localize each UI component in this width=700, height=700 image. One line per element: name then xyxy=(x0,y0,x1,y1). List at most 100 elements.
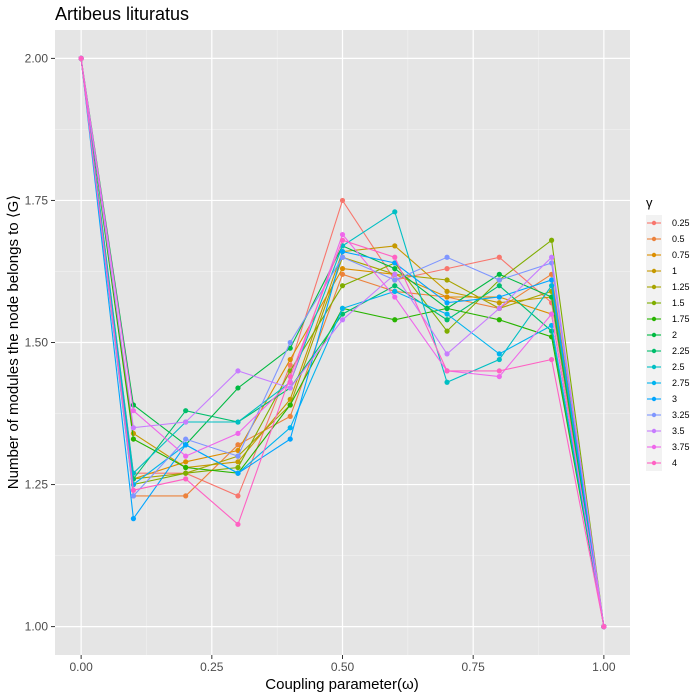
y-tick-label: 1.00 xyxy=(25,620,49,634)
legend-item: 3.75 xyxy=(646,439,690,455)
data-point xyxy=(392,260,398,266)
legend-key-point xyxy=(651,364,657,370)
legend-key-point xyxy=(651,332,657,338)
data-point xyxy=(183,419,189,425)
data-point xyxy=(235,464,241,471)
y-tick-label: 1.25 xyxy=(25,478,49,492)
legend-key-point xyxy=(651,444,657,450)
data-point xyxy=(339,197,346,204)
data-point xyxy=(444,351,450,357)
legend-item: 0.5 xyxy=(646,231,685,247)
legend-key-point xyxy=(651,220,657,226)
legend-key-point xyxy=(651,268,657,274)
data-point xyxy=(78,55,84,62)
legend-label: 0.5 xyxy=(672,234,685,244)
series-3.75 xyxy=(78,55,607,630)
data-point xyxy=(444,317,450,323)
data-point xyxy=(235,521,241,527)
data-point xyxy=(339,271,346,277)
x-tick-label: 0.75 xyxy=(462,660,486,674)
data-point xyxy=(444,300,450,306)
data-point xyxy=(496,368,502,374)
legend-key-point xyxy=(651,412,657,418)
data-point xyxy=(183,436,189,442)
data-point xyxy=(444,294,450,300)
data-point xyxy=(339,248,346,255)
y-tick-label: 1.50 xyxy=(25,336,49,350)
data-point xyxy=(548,237,555,243)
legend-item: 4 xyxy=(646,455,677,471)
data-point xyxy=(392,317,398,323)
x-tick-label: 0.25 xyxy=(200,660,224,674)
legend-item: 0.75 xyxy=(646,247,690,263)
data-point xyxy=(287,436,293,442)
legend-key-point xyxy=(651,460,657,466)
legend-label: 3.5 xyxy=(672,426,685,436)
legend-item: 2.75 xyxy=(646,375,690,391)
data-point xyxy=(444,328,450,334)
data-point xyxy=(235,419,241,425)
legend: γ 0.25 0.5 0.75 1 1.25 1.5 1.75 2 2.25 2.5 2.75 3 3.… xyxy=(646,195,690,471)
data-point xyxy=(496,356,502,363)
legend-key-point xyxy=(651,316,657,322)
data-point xyxy=(548,283,555,289)
legend-label: 2.5 xyxy=(672,362,685,372)
data-point xyxy=(287,345,293,351)
legend-items: 0.25 0.5 0.75 1 1.25 1.5 1.75 2 2.25 2.5 2.75 3 3.25… xyxy=(646,215,690,471)
data-point xyxy=(339,283,346,289)
data-point xyxy=(548,356,555,363)
data-point xyxy=(339,305,346,312)
data-point xyxy=(444,288,450,294)
legend-label: 2.25 xyxy=(672,346,690,356)
x-axis: 0.00 0.25 0.50 0.75 1.00 xyxy=(69,655,616,674)
x-tick-label: 0.00 xyxy=(69,660,93,674)
data-point xyxy=(339,231,346,238)
data-point xyxy=(444,277,450,283)
data-point xyxy=(130,516,137,522)
data-point xyxy=(130,425,137,431)
data-point xyxy=(548,277,555,283)
data-point xyxy=(444,305,450,312)
data-point xyxy=(287,425,293,431)
legend-key-point xyxy=(651,428,657,434)
data-point xyxy=(444,379,450,385)
data-point xyxy=(287,356,293,363)
data-point xyxy=(392,283,398,289)
data-point xyxy=(130,408,137,414)
data-point xyxy=(183,470,189,476)
legend-item: 1.75 xyxy=(646,311,690,327)
legend-label: 1.5 xyxy=(672,298,685,308)
data-point xyxy=(496,305,502,312)
legend-key-point xyxy=(651,236,657,242)
legend-label: 2.75 xyxy=(672,378,690,388)
data-point xyxy=(183,408,189,414)
legend-key-point xyxy=(651,380,657,386)
legend-label: 1.75 xyxy=(672,314,690,324)
legend-label: 4 xyxy=(672,458,677,468)
data-point xyxy=(496,254,502,260)
data-point xyxy=(601,623,607,630)
legend-label: 3 xyxy=(672,394,677,404)
x-axis-title: Coupling parameter(ω) xyxy=(265,676,418,693)
data-point xyxy=(130,493,137,499)
data-point xyxy=(392,271,398,277)
data-point xyxy=(287,362,293,368)
y-axis-title: Number of modules the node belongs to ⟨G… xyxy=(5,195,22,489)
data-point xyxy=(183,464,189,471)
legend-key-point xyxy=(651,284,657,290)
data-point xyxy=(130,436,137,442)
series-3.5 xyxy=(78,55,607,630)
legend-label: 1 xyxy=(672,266,677,276)
data-point xyxy=(444,368,450,374)
data-point xyxy=(183,442,189,448)
data-point xyxy=(183,459,189,465)
legend-item: 3.25 xyxy=(646,407,690,423)
data-point xyxy=(183,476,189,482)
data-point xyxy=(235,430,241,437)
legend-label: 0.75 xyxy=(672,250,690,260)
legend-label: 1.25 xyxy=(672,282,690,292)
major-gridlines xyxy=(55,30,630,655)
data-point xyxy=(444,254,450,260)
data-point xyxy=(339,317,346,323)
data-point xyxy=(287,373,293,380)
